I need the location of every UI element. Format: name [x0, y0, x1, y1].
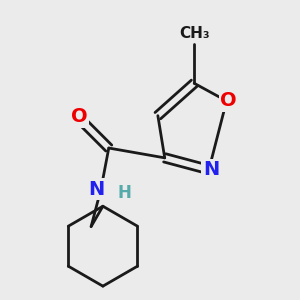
Text: N: N — [203, 160, 219, 179]
Text: O: O — [71, 107, 88, 126]
Text: N: N — [88, 180, 105, 199]
Text: CH₃: CH₃ — [179, 26, 209, 41]
Text: H: H — [117, 184, 131, 202]
Text: O: O — [220, 92, 237, 110]
